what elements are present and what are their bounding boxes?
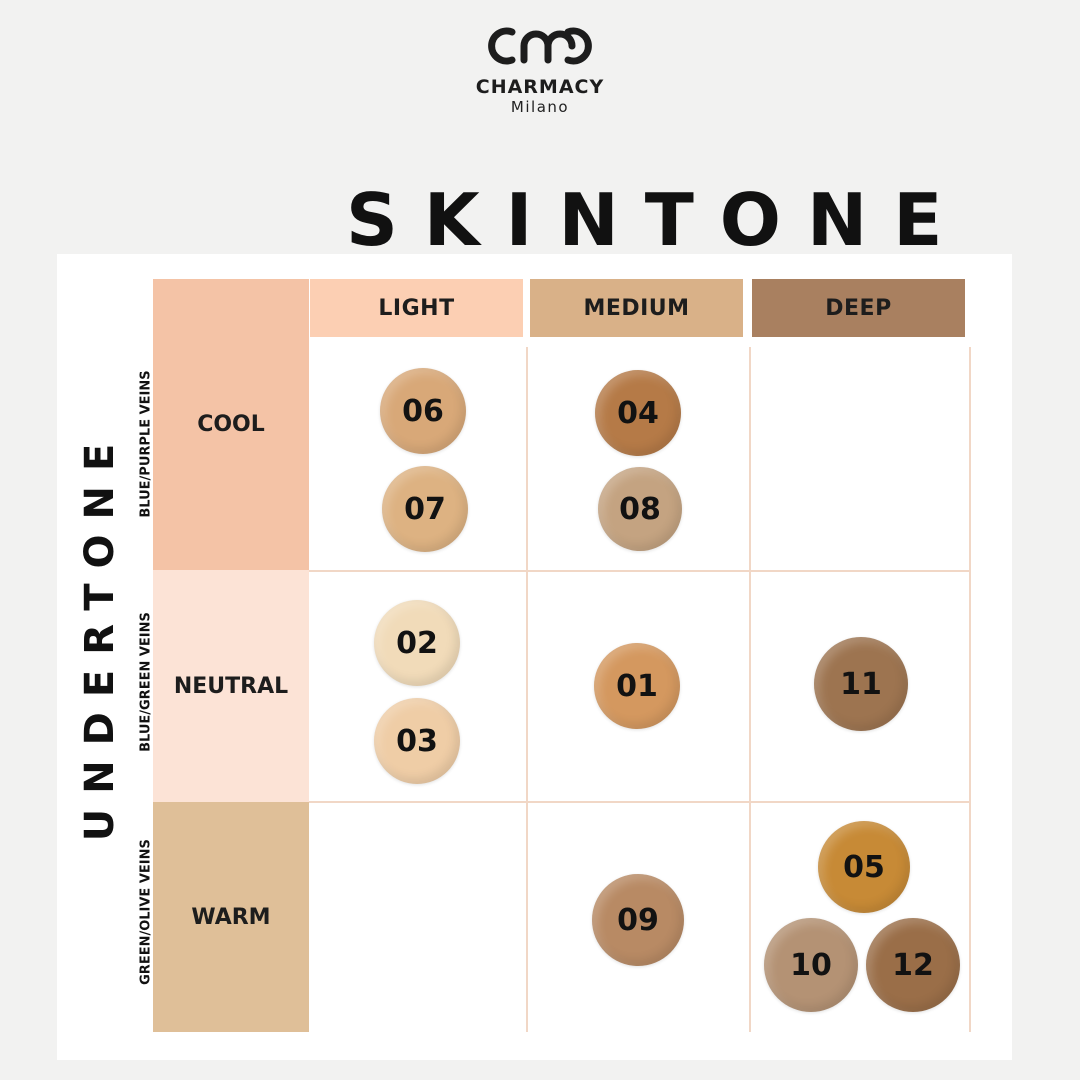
grid-line <box>526 347 528 1032</box>
grid-line <box>749 347 751 1032</box>
column-header-medium: MEDIUM <box>530 279 743 337</box>
column-header-deep: DEEP <box>752 279 965 337</box>
shade-swatch-01: 01 <box>594 643 680 729</box>
page-title: SKINTONE <box>346 178 969 262</box>
shade-swatch-11: 11 <box>814 637 908 731</box>
veins-label-warm: GREEN/OLIVE VEINS <box>138 839 154 985</box>
grid-line <box>309 570 971 572</box>
shade-swatch-09: 09 <box>592 874 684 966</box>
shade-swatch-10: 10 <box>764 918 858 1012</box>
row-header-cool: COOL <box>153 279 309 570</box>
shade-swatch-05: 05 <box>818 821 910 913</box>
shade-swatch-03: 03 <box>374 698 460 784</box>
shade-swatch-02: 02 <box>374 600 460 686</box>
shade-swatch-08: 08 <box>598 467 682 551</box>
column-header-light: LIGHT <box>310 279 523 337</box>
shade-swatch-04: 04 <box>595 370 681 456</box>
brand-name: CHARMACY <box>475 76 605 98</box>
brand-header: CHARMACY Milano <box>0 20 1080 116</box>
row-header-neutral: NEUTRAL <box>153 570 309 802</box>
undertone-axis-label: UNDERTONE <box>77 428 123 842</box>
grid-line <box>309 801 971 803</box>
shade-swatch-12: 12 <box>866 918 960 1012</box>
veins-label-neutral: BLUE/GREEN VEINS <box>138 612 154 752</box>
shade-swatch-06: 06 <box>380 368 466 454</box>
shade-swatch-07: 07 <box>382 466 468 552</box>
veins-label-cool: BLUE/PURPLE VEINS <box>138 370 154 518</box>
row-header-warm: WARM <box>153 802 309 1032</box>
charmacy-logo-icon <box>488 27 592 65</box>
grid-line <box>969 347 971 1032</box>
brand-subtitle: Milano <box>510 98 570 116</box>
